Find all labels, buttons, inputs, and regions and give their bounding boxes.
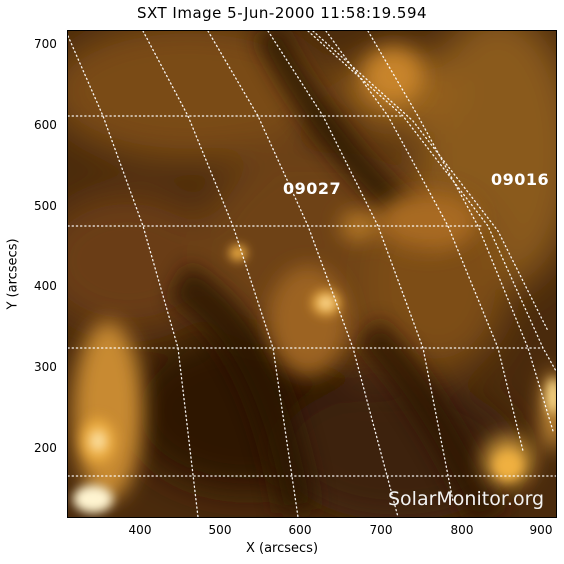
- x-tick-label: 600: [288, 523, 312, 537]
- image-title: SXT Image 5-Jun-2000 11:58:19.594: [136, 4, 428, 22]
- y-tick-label: 600: [34, 118, 57, 132]
- solar-image-panel: [67, 30, 557, 518]
- y-tick-label: 500: [34, 199, 57, 213]
- x-axis-label: X (arcsecs): [245, 541, 319, 556]
- x-tick-label: 900: [529, 523, 553, 537]
- solarmonitor-watermark: SolarMonitor.org: [388, 488, 545, 510]
- y-tick-label: 700: [34, 37, 57, 51]
- y-axis-label: Y (arcsecs): [5, 238, 21, 310]
- x-tick-label: 400: [128, 523, 152, 537]
- x-tick-label: 700: [369, 523, 393, 537]
- y-tick-label: 200: [34, 441, 57, 455]
- x-tick-label: 500: [208, 523, 232, 537]
- y-tick-label: 300: [34, 360, 57, 374]
- y-tick-label: 400: [34, 279, 57, 293]
- x-tick-label: 800: [450, 523, 474, 537]
- sxt-image: [68, 31, 556, 517]
- region-label-09027: 09027: [283, 179, 342, 198]
- region-label-09016: 09016: [491, 170, 550, 189]
